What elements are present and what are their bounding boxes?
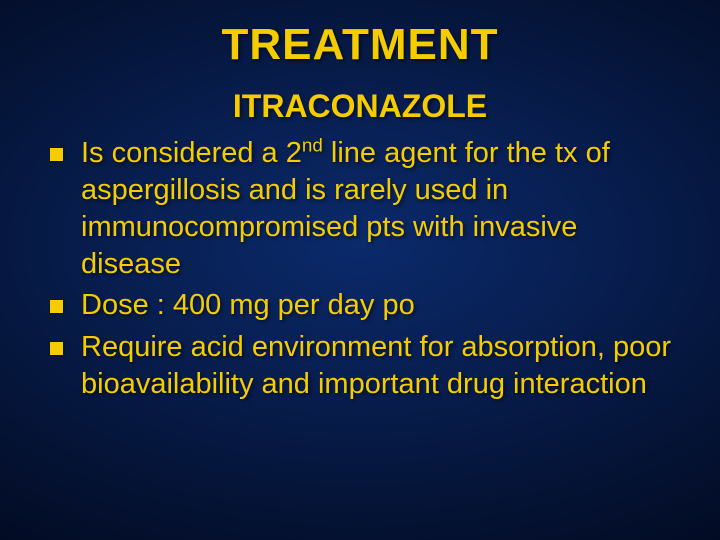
slide-title: TREATMENT <box>30 20 690 70</box>
bullet-text: Require acid environment for absorption,… <box>81 329 680 403</box>
slide: TREATMENT ITRACONAZOLE Is considered a 2… <box>0 0 720 540</box>
list-item: Require acid environment for absorption,… <box>50 329 680 403</box>
bullet-square-icon <box>50 342 63 355</box>
list-item: Is considered a 2nd line agent for the t… <box>50 135 680 283</box>
bullet-text: Dose : 400 mg per day po <box>81 287 415 324</box>
bullet-square-icon <box>50 300 63 313</box>
bullet-square-icon <box>50 148 63 161</box>
bullet-list: Is considered a 2nd line agent for the t… <box>30 135 690 403</box>
slide-subtitle: ITRACONAZOLE <box>30 88 690 125</box>
bullet-text: Is considered a 2nd line agent for the t… <box>81 135 680 283</box>
list-item: Dose : 400 mg per day po <box>50 287 680 324</box>
